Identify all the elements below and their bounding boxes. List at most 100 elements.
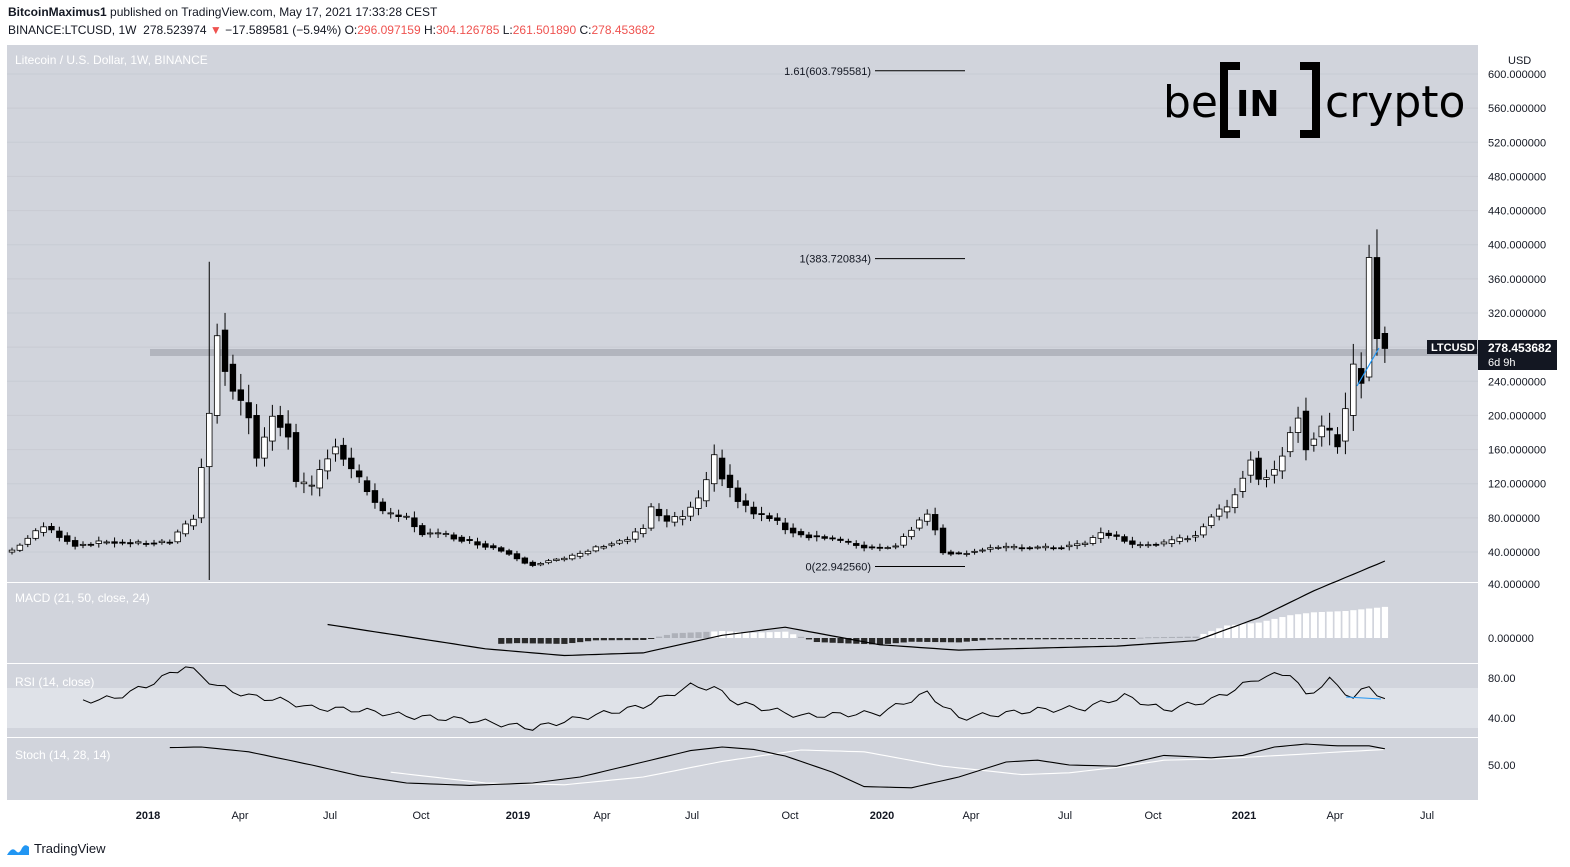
candle-up <box>1144 544 1152 547</box>
macd-histogram-bar <box>553 638 560 644</box>
candle-up <box>79 543 87 546</box>
candle-up <box>434 532 442 535</box>
price-change: −17.589581 (−5.94%) <box>225 23 342 37</box>
candle-down <box>1302 410 1310 451</box>
macd-histogram-bar <box>569 638 576 644</box>
candle-up <box>671 516 678 523</box>
macd-histogram-bar <box>1350 610 1357 638</box>
price-axis-label: 160.000000 <box>1488 445 1546 457</box>
candle-down <box>450 534 458 540</box>
price-tag: 278.453682 <box>1488 341 1552 355</box>
candle-up <box>995 546 1002 549</box>
macd-histogram-bar <box>1089 638 1097 640</box>
macd-histogram-bar <box>971 638 978 641</box>
candle-up <box>1247 459 1254 476</box>
candle-down <box>782 522 789 531</box>
chart-area[interactable]: 1.61(603.795581) 1(383.720834) 0(22.942560… <box>0 44 1570 836</box>
macd-histogram-bar <box>1176 636 1183 638</box>
macd-histogram-bar <box>861 638 868 645</box>
macd-histogram-bar <box>592 638 600 641</box>
price-axis-label: 120.000000 <box>1488 479 1546 491</box>
macd-histogram-bar <box>947 638 955 643</box>
macd-histogram-bar <box>521 638 529 644</box>
candle-up <box>300 481 308 485</box>
macd-histogram-bar <box>616 638 623 641</box>
open-label: O: <box>344 23 358 37</box>
macd-histogram-bar <box>1342 611 1349 638</box>
publish-info: BitcoinMaximus1 published on TradingView… <box>8 5 437 19</box>
candle-down <box>750 506 757 515</box>
candle-up <box>324 458 331 472</box>
candle-down <box>766 515 773 519</box>
macd-histogram-bar <box>624 638 631 641</box>
candle-up <box>592 546 600 552</box>
macd-histogram-bar <box>995 638 1002 640</box>
macd-axis-label: 40.000000 <box>1488 579 1540 591</box>
candle-up <box>16 544 24 551</box>
candle-down <box>742 500 749 506</box>
time-axis-label: Oct <box>412 810 429 822</box>
tradingview-logo-icon[interactable] <box>6 842 30 858</box>
candle-down <box>64 535 71 542</box>
stoch-pane[interactable] <box>7 738 1478 800</box>
candle-down <box>48 525 55 531</box>
macd-histogram-bar <box>916 638 923 642</box>
price-axis-label: 80.000000 <box>1488 513 1540 525</box>
candle-down <box>1381 333 1389 349</box>
candle-up <box>703 479 710 502</box>
candle-down <box>813 535 820 538</box>
macd-histogram-bar <box>506 638 513 644</box>
published-date: published on TradingView.com, May 17, 20… <box>110 5 438 19</box>
macd-histogram-bar <box>1011 638 1018 640</box>
candle-down <box>947 551 955 555</box>
candle-up <box>1081 542 1089 545</box>
candle-up <box>190 518 197 527</box>
macd-pane[interactable] <box>7 583 1478 663</box>
price-axis-label: 400.000000 <box>1488 240 1546 252</box>
candle-down <box>245 402 252 419</box>
macd-histogram-bar <box>1074 638 1081 640</box>
candle-up <box>426 532 434 535</box>
macd-histogram-bar <box>1184 636 1191 638</box>
candle-up <box>1184 538 1191 541</box>
candle-up <box>206 412 213 468</box>
candle-up <box>1168 539 1176 544</box>
candle-down <box>955 552 962 555</box>
macd-histogram-bar <box>600 638 607 641</box>
candle-up <box>900 536 907 546</box>
candle-up <box>1200 526 1207 536</box>
author-name[interactable]: BitcoinMaximus1 <box>8 5 107 19</box>
symbol-ohlc-line: BINANCE:LTCUSD, 1W 278.523974 ▼ −17.5895… <box>8 23 655 37</box>
macd-histogram-bar <box>876 638 884 645</box>
candle-up <box>1279 455 1286 472</box>
candle-down <box>166 541 173 544</box>
candle-down <box>111 541 118 544</box>
candle-up <box>1215 508 1223 517</box>
candle-down <box>221 329 229 372</box>
candle-up <box>269 415 276 442</box>
logo-be: be <box>1163 77 1218 128</box>
candle-up <box>1137 544 1144 547</box>
macd-histogram-bar <box>813 638 820 643</box>
macd-histogram-bar <box>1145 637 1152 639</box>
candle-down <box>229 363 237 392</box>
candle-down <box>829 537 836 540</box>
high-value: 304.126785 <box>435 23 500 37</box>
candle-down <box>1121 536 1128 542</box>
macd-histogram-bar <box>1003 638 1010 640</box>
price-axis-label: 40.000000 <box>1488 547 1540 559</box>
candle-up <box>687 506 694 517</box>
candle-up <box>32 530 39 539</box>
candle-down <box>474 541 481 546</box>
macd-histogram-bar <box>498 638 505 644</box>
logo-crypto: crypto <box>1325 77 1465 128</box>
candle-up <box>40 526 47 533</box>
tradingview-brand[interactable]: TradingView <box>34 841 106 856</box>
candle-down <box>853 543 860 546</box>
price-axis-label: 360.000000 <box>1488 274 1546 286</box>
macd-histogram-bar <box>584 638 592 642</box>
candle-down <box>1129 540 1136 545</box>
macd-histogram-bar <box>695 632 702 638</box>
candle-up <box>103 541 110 544</box>
macd-histogram-bar <box>774 631 781 638</box>
